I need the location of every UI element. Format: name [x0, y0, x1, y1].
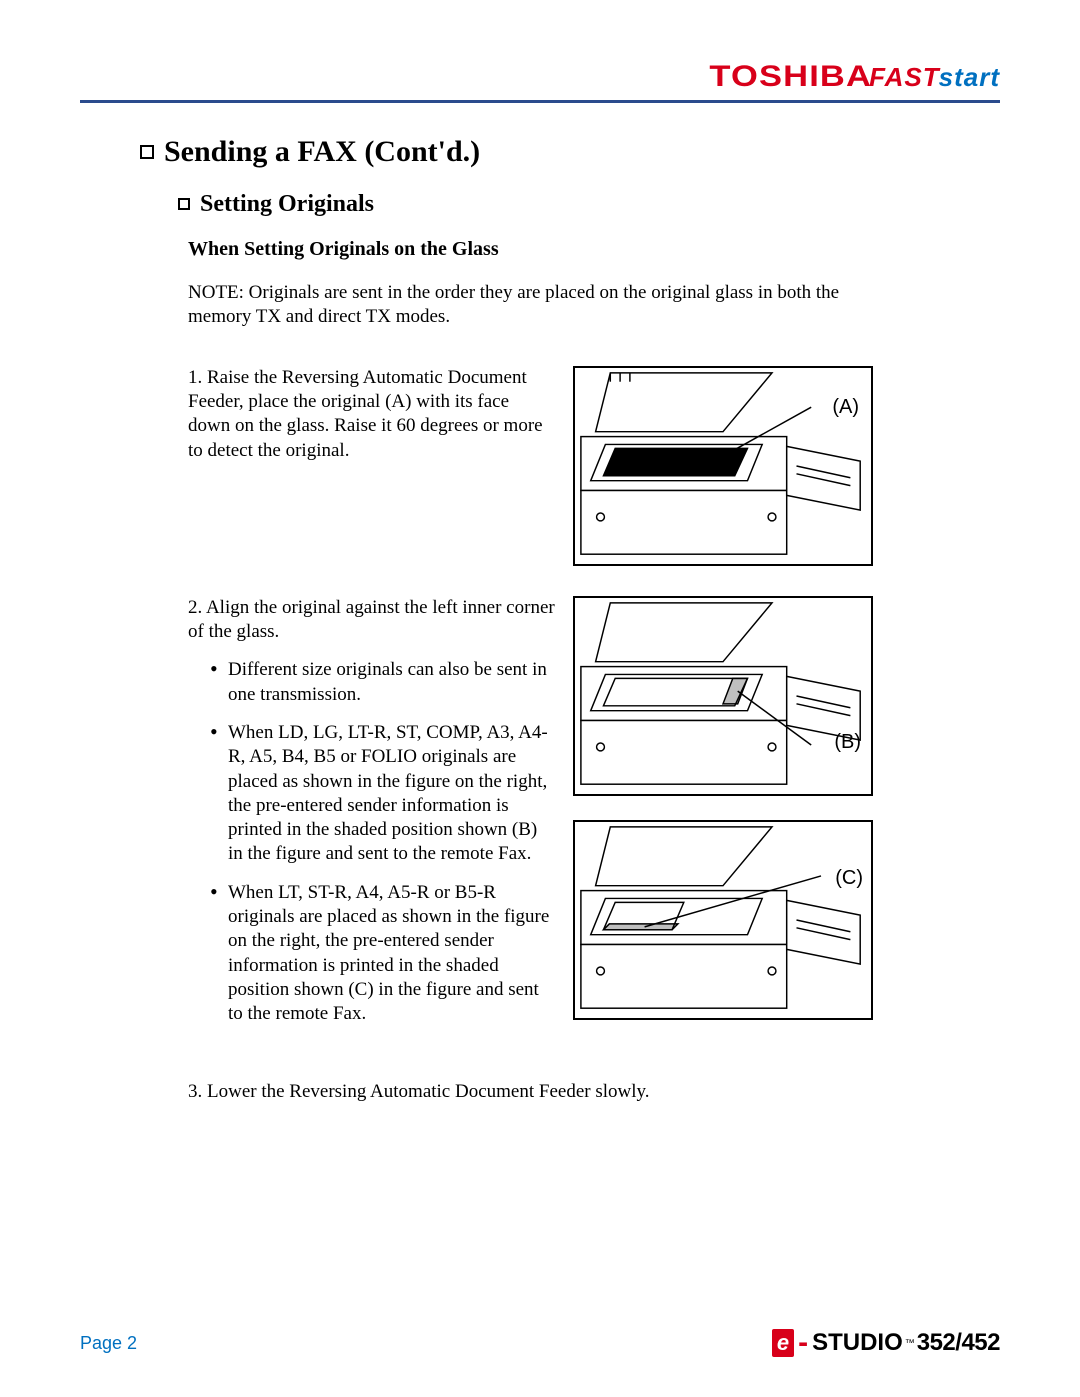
figure-label-a: (A) — [832, 396, 859, 419]
scanner-illustration-icon — [575, 822, 871, 1018]
figure-b: (B) — [573, 596, 873, 796]
scanner-illustration-icon — [575, 368, 871, 564]
brand-name: TOSHIBA — [709, 60, 872, 94]
logo-dash-icon: - — [798, 1331, 808, 1355]
logo-e: e — [772, 1329, 794, 1357]
figure-column-2: (B) — [573, 596, 883, 1020]
step-body: Align the original against the left inne… — [188, 597, 555, 642]
step-3: 3. Lower the Reversing Automatic Documen… — [140, 1081, 1000, 1103]
figure-column-1: (A) — [573, 366, 883, 566]
logo-model: 352/452 — [917, 1329, 1000, 1357]
heading-3: When Setting Originals on the Glass — [140, 238, 1000, 261]
step-body: Lower the Reversing Automatic Document F… — [207, 1081, 650, 1102]
bullet-square-icon — [178, 198, 190, 210]
brand-fast: FAST — [869, 62, 938, 92]
figure-c: (C) — [573, 820, 873, 1020]
content-body: Sending a FAX (Cont'd.) Setting Original… — [80, 135, 1000, 1319]
logo-studio: STUDIO — [812, 1329, 903, 1357]
note-text: NOTE: Originals are sent in the order th… — [140, 281, 900, 330]
document-page: TOSHIBA FASTstart Sending a FAX (Cont'd.… — [0, 0, 1080, 1397]
heading-2: Setting Originals — [140, 191, 1000, 218]
figure-label-c: (C) — [835, 867, 863, 890]
header-rule — [80, 100, 1000, 103]
brand-start: start — [939, 62, 1000, 92]
product-logo: e-STUDIO™352/452 — [772, 1329, 1000, 1357]
step-number: 3. — [188, 1081, 202, 1102]
step-1-text: 1. Raise the Reversing Automatic Documen… — [140, 366, 555, 463]
figure-label-b: (B) — [834, 731, 861, 754]
step-number: 1. — [188, 367, 202, 388]
logo-tm: ™ — [905, 1338, 915, 1349]
brand-tagline: FASTstart — [869, 60, 1000, 94]
bullet-item: When LT, ST-R, A4, A5-R or B5-R original… — [210, 881, 555, 1027]
scanner-illustration-icon — [575, 598, 871, 794]
page-number: Page 2 — [80, 1333, 137, 1354]
step-2-bullets: Different size originals can also be sen… — [188, 658, 555, 1026]
brand-logo: TOSHIBA FASTstart — [720, 60, 1000, 94]
step-2: 2. Align the original against the left i… — [140, 596, 1000, 1041]
heading-2-text: Setting Originals — [200, 191, 374, 217]
heading-1-text: Sending a FAX (Cont'd.) — [164, 135, 480, 168]
bullet-item: Different size originals can also be sen… — [210, 658, 555, 707]
bullet-square-icon — [140, 145, 154, 159]
step-2-text: 2. Align the original against the left i… — [140, 596, 555, 1041]
step-number: 2. — [188, 597, 202, 618]
bullet-item: When LD, LG, LT-R, ST, COMP, A3, A4-R, A… — [210, 721, 555, 867]
step-body: Raise the Reversing Automatic Document F… — [188, 367, 543, 461]
header: TOSHIBA FASTstart — [80, 60, 1000, 94]
footer: Page 2 e-STUDIO™352/452 — [80, 1319, 1000, 1357]
heading-1: Sending a FAX (Cont'd.) — [140, 135, 1000, 169]
figure-a: (A) — [573, 366, 873, 566]
step-1: 1. Raise the Reversing Automatic Documen… — [140, 366, 1000, 566]
